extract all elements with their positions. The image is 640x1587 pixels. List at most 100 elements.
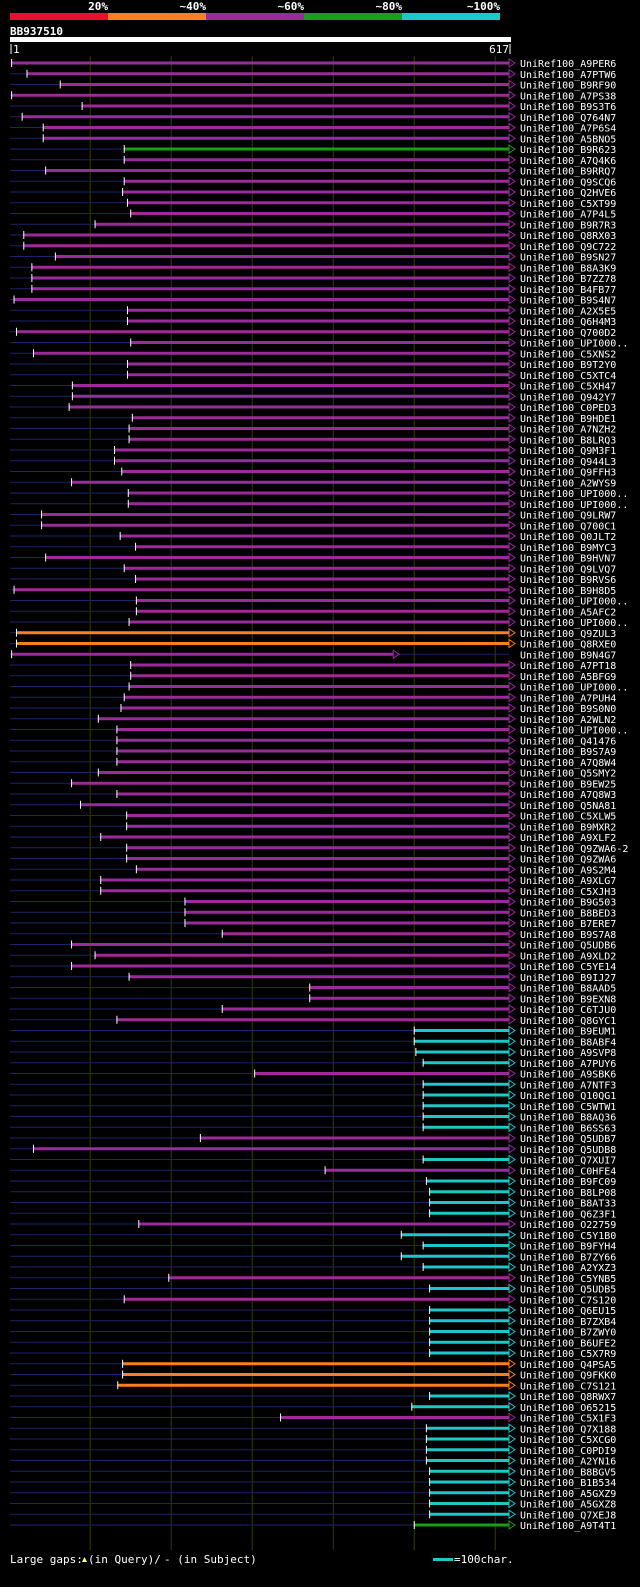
hit-row[interactable]: UniRef100_Q9M3F1 — [10, 445, 616, 457]
hit-label[interactable]: UniRef100_B7ZZ78 — [520, 274, 616, 285]
hit-row[interactable]: UniRef100_Q4PSA5 — [10, 1358, 616, 1371]
hit-label[interactable]: UniRef100_Q9LRW7 — [520, 511, 616, 522]
hit-row[interactable]: UniRef100_B9N4G7 — [10, 649, 616, 661]
hit-row[interactable]: UniRef100_Q5UDB6 — [10, 939, 616, 952]
hit-row[interactable]: UniRef100_C5XCG0 — [10, 1434, 616, 1446]
hit-row[interactable]: UniRef100_B9MXR2 — [10, 821, 616, 833]
hit-row[interactable]: UniRef100_B9SN27 — [10, 251, 616, 264]
hit-label[interactable]: UniRef100_Q6Z3F1 — [520, 1209, 616, 1220]
hit-label[interactable]: UniRef100_Q5NA81 — [520, 801, 616, 812]
hit-row[interactable]: UniRef100_B9S3T6 — [10, 101, 616, 113]
hit-row[interactable]: UniRef100_A2WLN2 — [10, 713, 616, 726]
hit-row[interactable]: UniRef100_B9IJ27 — [10, 971, 616, 984]
hit-label[interactable]: UniRef100_B9FYH4 — [520, 1242, 616, 1253]
hit-row[interactable]: UniRef100_B9S4N7 — [10, 294, 616, 307]
hit-label[interactable]: UniRef100_A2YXZ3 — [520, 1263, 616, 1274]
hit-row[interactable]: UniRef100_C5XNS2 — [10, 348, 616, 360]
hit-row[interactable]: UniRef100_C5Y1B0 — [10, 1229, 616, 1242]
hit-label[interactable]: UniRef100_B9H8D5 — [520, 586, 616, 597]
hit-label[interactable]: UniRef100_Q9C722 — [520, 242, 616, 253]
hit-label[interactable]: UniRef100_B9FC09 — [520, 1177, 616, 1188]
hit-row[interactable]: UniRef100_B7ZXB4 — [10, 1315, 616, 1328]
hit-row[interactable]: UniRef100_B8AQ36 — [10, 1111, 616, 1124]
hit-row[interactable]: UniRef100_Q5UDB7 — [10, 1133, 616, 1145]
hit-row[interactable]: UniRef100_B8BED3 — [10, 907, 616, 919]
hit-label[interactable]: UniRef100_B9EW25 — [520, 779, 616, 790]
hit-label[interactable]: UniRef100_B6SS63 — [520, 1123, 616, 1134]
hit-label[interactable]: UniRef100_Q8RX03 — [520, 231, 616, 242]
hit-row[interactable]: UniRef100_UPI000.. — [10, 595, 628, 608]
hit-label[interactable]: UniRef100_C0PED3 — [520, 403, 616, 414]
hit-label[interactable]: UniRef100_B6UFE2 — [520, 1338, 616, 1349]
hit-row[interactable]: UniRef100_UPI000.. — [10, 681, 628, 694]
hit-label[interactable]: UniRef100_A7NZH2 — [520, 425, 616, 436]
hit-row[interactable]: UniRef100_Q0JLT2 — [10, 531, 616, 543]
hit-row[interactable]: UniRef100_Q9ZUL3 — [10, 627, 616, 640]
hit-row[interactable]: UniRef100_Q8RXE0 — [10, 638, 616, 651]
hit-label[interactable]: UniRef100_A7NTF3 — [520, 1080, 616, 1091]
hit-label[interactable]: UniRef100_UPI000.. — [520, 683, 628, 694]
hit-label[interactable]: UniRef100_B9MXR2 — [520, 822, 616, 833]
hit-row[interactable]: UniRef100_A7P6S4 — [10, 122, 616, 135]
hit-row[interactable]: UniRef100_A7Q8W4 — [10, 756, 616, 769]
hit-row[interactable]: UniRef100_Q9LVQ7 — [10, 563, 616, 575]
hit-row[interactable]: UniRef100_B9HVN7 — [10, 552, 616, 565]
hit-label[interactable]: UniRef100_Q8RXE0 — [520, 640, 616, 651]
hit-label[interactable]: UniRef100_A2WLN2 — [520, 715, 616, 726]
hit-label[interactable]: UniRef100_A5AFC2 — [520, 607, 616, 618]
hit-row[interactable]: UniRef100_A9PER6 — [10, 58, 616, 70]
hit-row[interactable]: UniRef100_Q942Y7 — [10, 391, 616, 403]
hit-label[interactable]: UniRef100_B8A3K9 — [520, 263, 616, 274]
hit-label[interactable]: UniRef100_C5XNS2 — [520, 349, 616, 360]
hit-label[interactable]: UniRef100_UPI000.. — [520, 618, 628, 629]
hit-row[interactable]: UniRef100_Q700C1 — [10, 520, 616, 532]
hit-row[interactable]: UniRef100_A5AFC2 — [10, 606, 616, 618]
hit-row[interactable]: UniRef100_Q7XEJ8 — [10, 1509, 616, 1521]
hit-row[interactable]: UniRef100_O22759 — [10, 1219, 616, 1231]
hit-row[interactable]: UniRef100_Q5NA81 — [10, 799, 616, 812]
hit-label[interactable]: UniRef100_B7ZXB4 — [520, 1317, 616, 1328]
hit-label[interactable]: UniRef100_B8LP08 — [520, 1188, 616, 1199]
hit-label[interactable]: UniRef100_A7P4L5 — [520, 210, 616, 221]
hit-label[interactable]: UniRef100_A7PUY6 — [520, 1059, 616, 1070]
hit-row[interactable]: UniRef100_C5YE14 — [10, 961, 616, 973]
hit-label[interactable]: UniRef100_UPI000.. — [520, 500, 628, 511]
hit-label[interactable]: UniRef100_B8AAD5 — [520, 984, 616, 995]
hit-label[interactable]: UniRef100_B9R623 — [520, 145, 616, 156]
hit-row[interactable]: UniRef100_Q6H4M3 — [10, 316, 616, 328]
hit-label[interactable]: UniRef100_B9T2Y0 — [520, 360, 616, 371]
hit-row[interactable]: UniRef100_A7Q8W3 — [10, 789, 616, 801]
hit-label[interactable]: UniRef100_A7PUH4 — [520, 693, 616, 704]
hit-label[interactable]: UniRef100_Q5UDB6 — [520, 941, 616, 952]
hit-label[interactable]: UniRef100_A9T4T1 — [520, 1521, 616, 1532]
hit-row[interactable]: UniRef100_C5XH47 — [10, 380, 616, 393]
hit-row[interactable]: UniRef100_A5BFG9 — [10, 670, 616, 683]
hit-row[interactable]: UniRef100_Q9ZWA6-2 — [10, 842, 628, 855]
hit-label[interactable]: UniRef100_Q9M3F1 — [520, 446, 616, 457]
hit-label[interactable]: UniRef100_A5BNO5 — [520, 134, 616, 145]
hit-label[interactable]: UniRef100_C5WTW1 — [520, 1102, 616, 1113]
hit-row[interactable]: UniRef100_A9XLG7 — [10, 875, 616, 887]
hit-label[interactable]: UniRef100_A9XLD2 — [520, 951, 616, 962]
hit-row[interactable]: UniRef100_A9XLD2 — [10, 950, 616, 962]
hit-row[interactable]: UniRef100_Q9C722 — [10, 240, 616, 253]
hit-label[interactable]: UniRef100_Q6H4M3 — [520, 317, 616, 328]
hit-label[interactable]: UniRef100_C5YE14 — [520, 962, 616, 973]
hit-row[interactable]: UniRef100_B9EUM1 — [10, 1025, 616, 1038]
hit-row[interactable]: UniRef100_C5X1F3 — [10, 1412, 616, 1425]
hit-row[interactable]: UniRef100_B9RF90 — [10, 79, 616, 92]
hit-label[interactable]: UniRef100_C5XCG0 — [520, 1435, 616, 1446]
hit-row[interactable]: UniRef100_B9HDE1 — [10, 412, 616, 425]
hit-label[interactable]: UniRef100_Q5UDB7 — [520, 1134, 616, 1145]
hit-row[interactable]: UniRef100_A5GXZ9 — [10, 1487, 616, 1500]
hit-label[interactable]: UniRef100_A7Q8W4 — [520, 758, 616, 769]
hit-label[interactable]: UniRef100_A7Q4K6 — [520, 156, 616, 167]
hit-row[interactable]: UniRef100_Q8RWX7 — [10, 1391, 616, 1403]
hit-label[interactable]: UniRef100_Q0JLT2 — [520, 532, 616, 543]
hit-label[interactable]: UniRef100_B9HDE1 — [520, 414, 616, 425]
hit-row[interactable]: UniRef100_Q9ZWA6 — [10, 853, 616, 866]
hit-label[interactable]: UniRef100_Q4PSA5 — [520, 1360, 616, 1371]
hit-label[interactable]: UniRef100_Q944L3 — [520, 457, 616, 468]
hit-label[interactable]: UniRef100_A7PS38 — [520, 91, 616, 102]
hit-label[interactable]: UniRef100_B7ZY66 — [520, 1252, 616, 1263]
